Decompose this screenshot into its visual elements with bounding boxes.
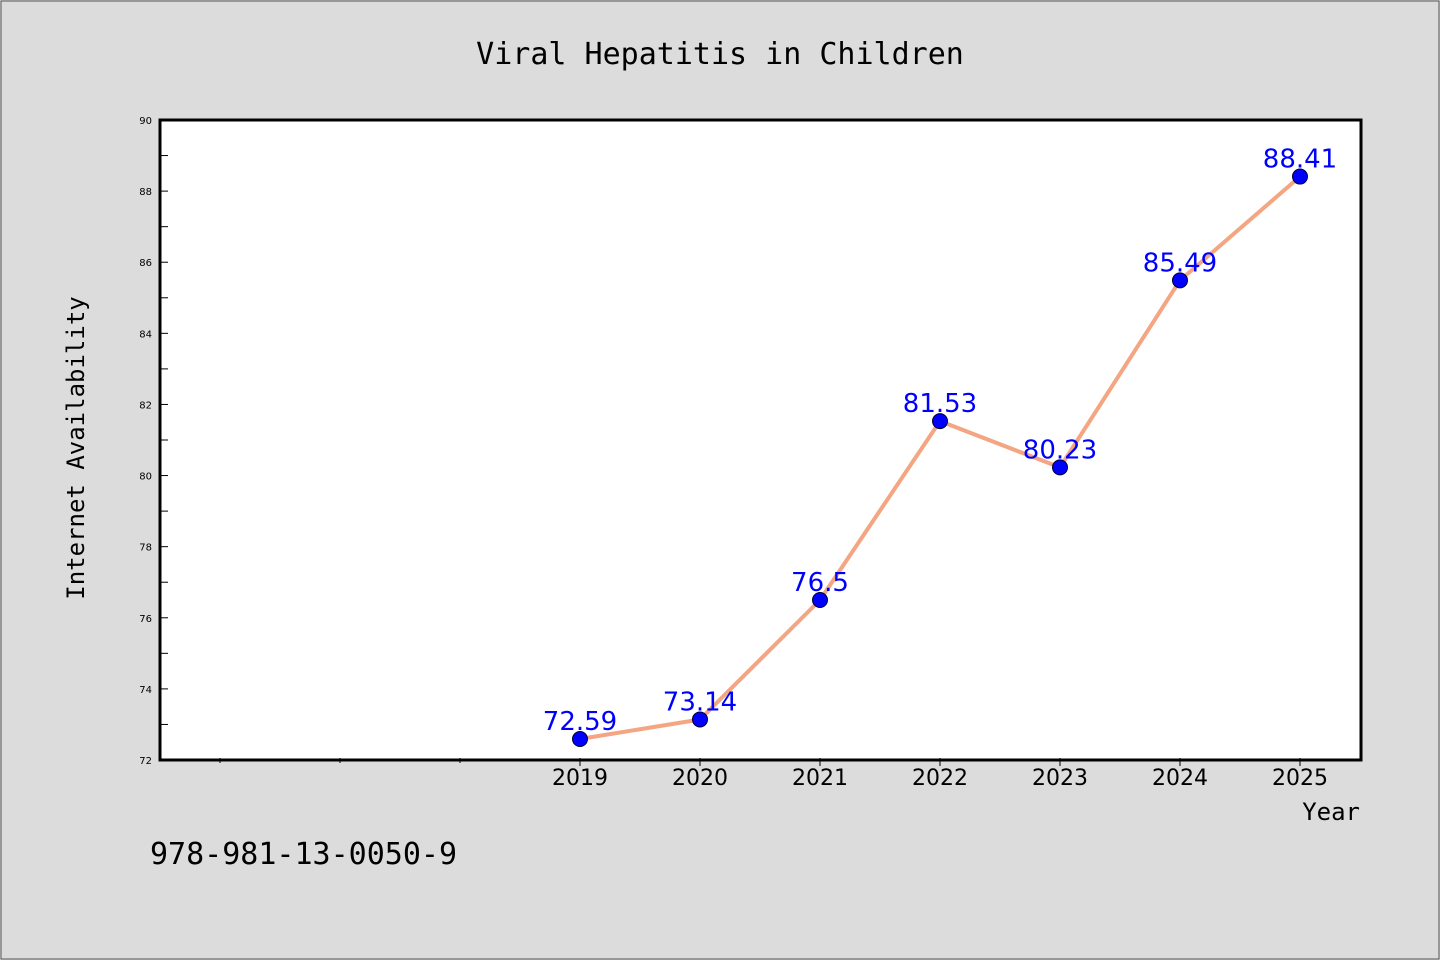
x-axis-title: Year (1302, 798, 1360, 826)
x-tick-label: 2023 (1032, 766, 1088, 791)
x-tick-label: 2024 (1152, 766, 1208, 791)
y-tick-label: 76 (139, 614, 152, 625)
data-point (812, 592, 828, 608)
data-label: 81.53 (903, 389, 977, 419)
data-point (1292, 168, 1308, 185)
x-tick-label: 2025 (1272, 766, 1328, 791)
data-label: 72.59 (543, 707, 617, 737)
y-tick-label: 72 (139, 756, 152, 767)
x-tick-label: 2022 (912, 766, 968, 791)
chart-title: Viral Hepatitis in Children (476, 37, 964, 72)
data-point (932, 413, 948, 430)
footer-code: 978-981-13-0050-9 (150, 837, 457, 872)
data-label: 73.14 (663, 687, 737, 717)
marker-layer (572, 168, 1308, 748)
y-tick-label: 88 (139, 187, 152, 198)
x-tick-label: 2019 (552, 766, 608, 791)
data-point (572, 731, 588, 748)
data-label: 76.5 (791, 568, 849, 598)
y-tick-label: 74 (139, 685, 152, 696)
data-point (692, 711, 708, 728)
x-tick-label: 2020 (672, 766, 728, 791)
y-tick-label: 90 (139, 116, 152, 127)
data-label: 80.23 (1023, 435, 1097, 465)
plot-area (158, 118, 1363, 762)
y-tick-label: 78 (139, 543, 152, 554)
y-tick-label: 80 (139, 472, 152, 483)
data-label: 85.49 (1143, 248, 1217, 278)
x-axis: 2019 2020 2021 2022 2023 2024 2025 (219, 758, 1328, 791)
data-label: 88.41 (1263, 145, 1337, 175)
data-point (1172, 272, 1188, 289)
y-tick-label: 86 (139, 258, 152, 269)
data-point (1052, 459, 1068, 476)
x-tick-label: 2021 (792, 766, 848, 791)
y-tick-label: 84 (139, 329, 152, 340)
y-axis-title: Internet Availability (62, 296, 90, 599)
data-label-layer: 72.59 73.14 76.5 81.53 80.23 85.49 88.41 (543, 145, 1337, 737)
y-axis: 72 74 76 78 80 82 84 86 88 90 (139, 116, 168, 767)
y-tick-label: 82 (139, 400, 152, 411)
